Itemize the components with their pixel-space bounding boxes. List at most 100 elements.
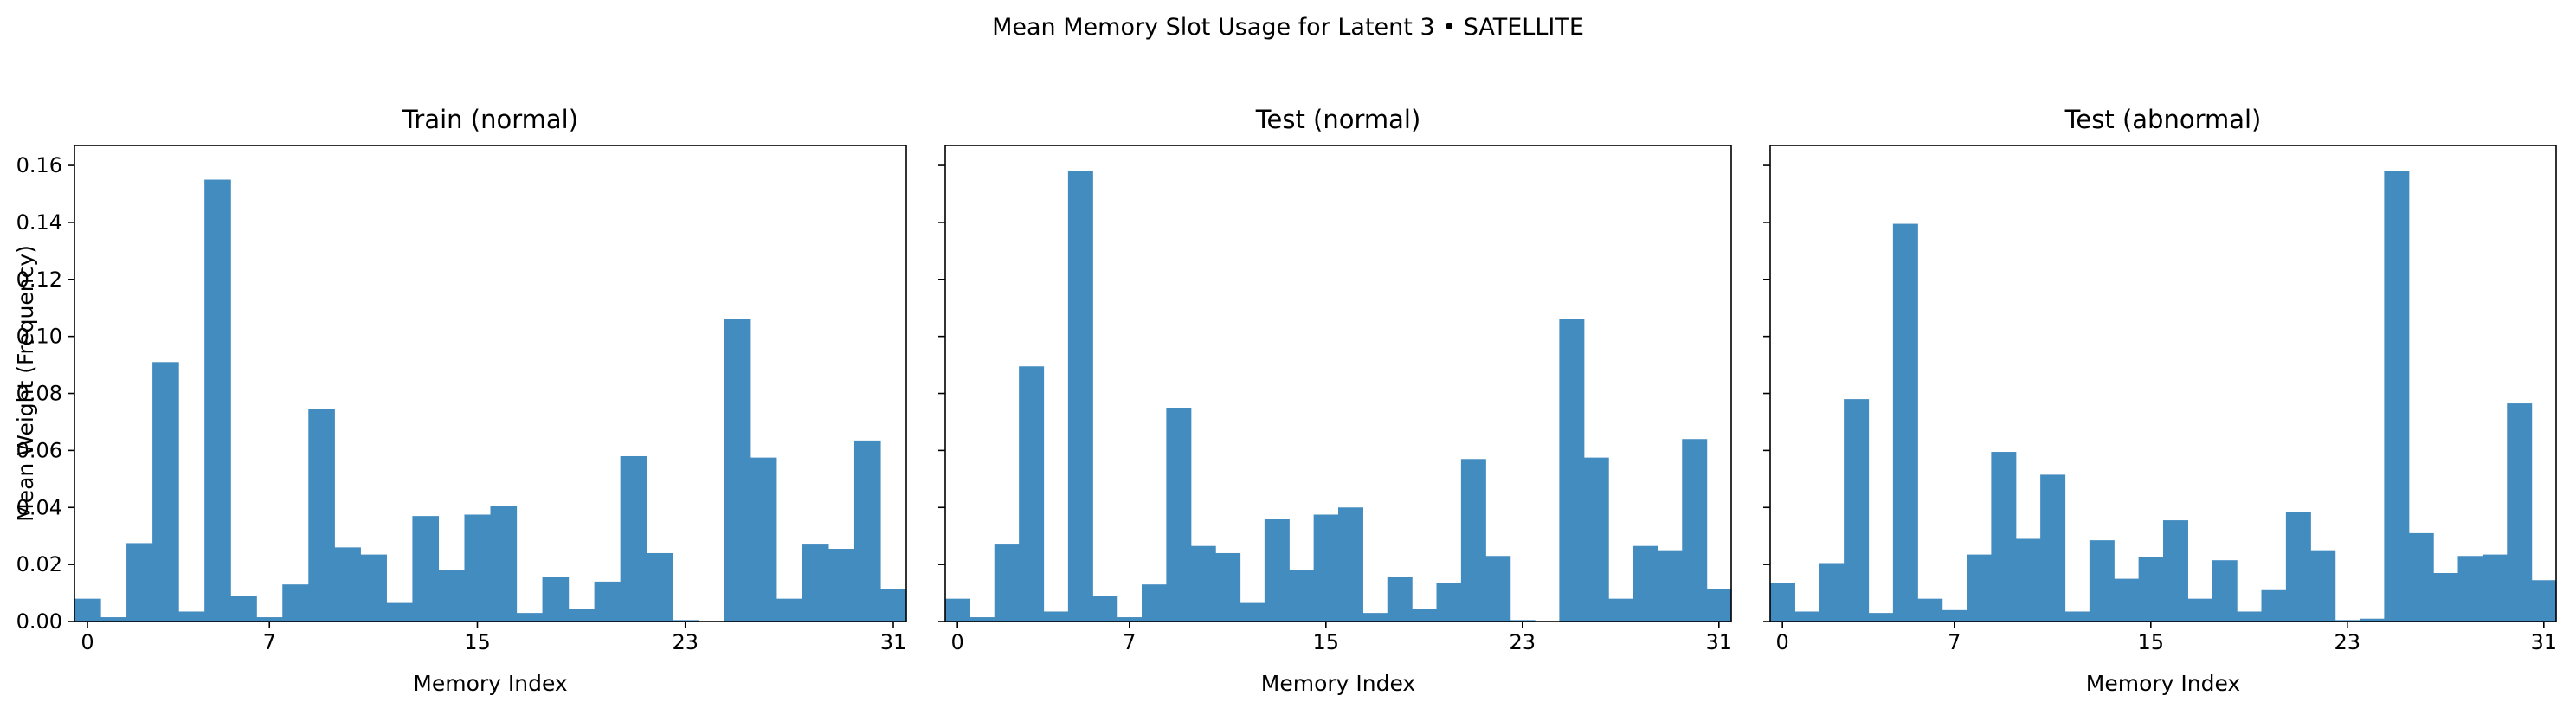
bar-22	[2310, 550, 2336, 622]
x-axis-label: Memory Index	[2086, 671, 2240, 696]
bar-10	[1190, 545, 1216, 622]
bar-7	[1942, 609, 1967, 622]
bar-13	[1264, 519, 1290, 622]
bar-28	[1633, 545, 1658, 622]
panels: 0 7 15 23 31 0.00 0.02 0.04 0.06 0.08 0.10 0.12 0.14…	[13, 105, 2557, 696]
y-tick-label: 0.00	[16, 609, 62, 634]
bar-3	[1019, 366, 1045, 622]
bar-14	[1289, 570, 1315, 622]
bar-16	[2163, 520, 2188, 622]
x-tick-label: 23	[2334, 630, 2361, 654]
bar-9	[1991, 452, 2017, 622]
x-tick-label: 15	[464, 630, 491, 654]
bar-19	[568, 609, 596, 622]
bar-7	[256, 617, 283, 622]
bar-5	[1892, 223, 1918, 622]
bar-26	[750, 457, 777, 622]
y-tick-label: 0.10	[16, 325, 62, 349]
bar-11	[2040, 474, 2066, 622]
bar-3	[152, 362, 179, 622]
x-tick-label: 0	[951, 630, 964, 654]
panel-title: Test (normal)	[1255, 105, 1421, 134]
bar-11	[1215, 552, 1241, 622]
bar-19	[2237, 611, 2263, 622]
x-axis-label: Memory Index	[1261, 671, 1415, 696]
chart-panel-1: 0 7 15 23 31 0.00 0.02 0.04 0.06 0.08 0.10 0.12 0.14…	[13, 105, 907, 696]
bar-13	[412, 516, 440, 622]
bar-1	[969, 617, 995, 622]
x-tick-label: 7	[263, 630, 276, 654]
bar-0	[74, 598, 101, 622]
bar-12	[2064, 611, 2090, 622]
bar-7	[1117, 617, 1143, 622]
x-tick-label: 15	[2138, 630, 2165, 654]
bar-9	[308, 409, 335, 622]
chart-panel-2: 0 7 15 23 31 Test (normal) Memory Index	[938, 105, 1732, 696]
bar-24	[2360, 618, 2385, 622]
y-tick-label: 0.14	[16, 210, 62, 235]
bar-9	[1166, 407, 1192, 622]
x-tick-label: 15	[1313, 630, 1340, 654]
bar-30	[2507, 403, 2533, 622]
bar-1	[100, 617, 127, 622]
bar-21	[2285, 512, 2311, 622]
x-tick-label: 23	[672, 630, 699, 654]
y-tick-label: 0.06	[16, 438, 62, 462]
figure-suptitle: Mean Memory Slot Usage for Latent 3 • SA…	[992, 14, 1584, 41]
bar-8	[1967, 554, 1992, 622]
bar-5	[1067, 171, 1093, 622]
x-tick-label: 0	[80, 630, 93, 654]
bar-31	[879, 589, 907, 622]
bar-3	[1844, 399, 1870, 622]
x-tick-label: 7	[1123, 630, 1136, 654]
bar-0	[1770, 583, 1795, 622]
bar-13	[2089, 540, 2115, 622]
plot-frame	[944, 145, 1732, 622]
bar-21	[620, 455, 647, 622]
bar-10	[334, 547, 361, 622]
bar-27	[2433, 573, 2459, 622]
bar-26	[2408, 532, 2434, 622]
bar-21	[1460, 459, 1486, 622]
bar-22	[646, 552, 673, 622]
bar-27	[1608, 598, 1634, 622]
bar-25	[2384, 171, 2410, 622]
x-tick-label: 0	[1776, 630, 1789, 654]
bar-18	[542, 577, 570, 622]
bar-25	[724, 319, 751, 622]
bar-8	[282, 584, 309, 622]
bar-14	[438, 570, 466, 622]
bar-22	[1485, 556, 1511, 622]
x-tick-label: 31	[1706, 630, 1733, 654]
x-tick-label: 7	[1948, 630, 1961, 654]
x-tick-label: 23	[1510, 630, 1536, 654]
bar-17	[2187, 598, 2213, 622]
bar-18	[1387, 577, 1413, 622]
bar-12	[1240, 602, 1265, 622]
bar-14	[2114, 578, 2140, 622]
y-tick-label: 0.08	[16, 382, 62, 406]
bar-26	[1583, 457, 1609, 622]
chart-panel-3: 0 7 15 23 31 Test (abnormal) Memory Index	[1763, 105, 2557, 696]
bar-6	[1917, 598, 1943, 622]
bar-15	[464, 514, 492, 622]
bar-10	[2015, 538, 2041, 622]
x-tick-label: 31	[880, 630, 907, 654]
bar-17	[1362, 613, 1388, 622]
y-tick-label: 0.04	[16, 495, 62, 519]
bar-1	[1794, 611, 1820, 622]
bar-29	[2482, 554, 2508, 622]
y-axis-label: Mean Weight (Frequency)	[13, 245, 38, 522]
bar-16	[490, 506, 518, 622]
y-tick-label: 0.12	[16, 267, 62, 292]
bar-4	[178, 611, 205, 622]
bar-19	[1412, 609, 1438, 622]
x-tick-label: 31	[2531, 630, 2558, 654]
bar-25	[1559, 319, 1585, 622]
panel-title: Train (normal)	[402, 105, 578, 134]
bar-23	[2334, 620, 2360, 622]
plot-frame	[1769, 145, 2557, 622]
bar-27	[776, 598, 803, 622]
bar-28	[802, 544, 829, 622]
